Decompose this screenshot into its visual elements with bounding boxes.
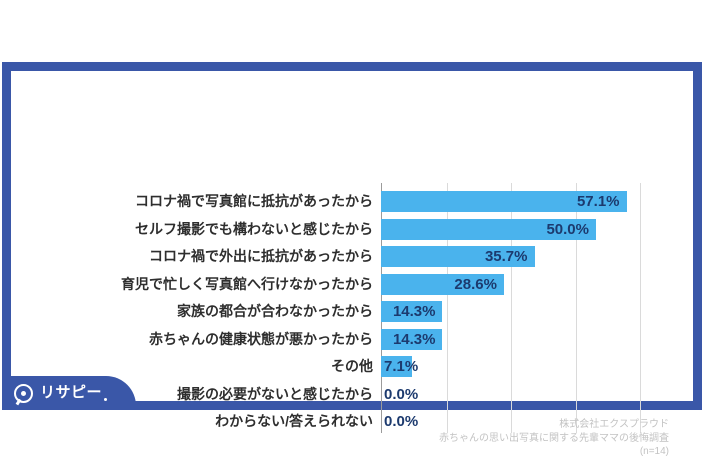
bar-zone: 57.1% xyxy=(381,188,700,216)
bar-zone: 0.0% xyxy=(381,408,700,436)
bar-zone: 35.7% xyxy=(381,243,700,271)
bar xyxy=(381,301,443,323)
value-label: 14.3% xyxy=(392,330,436,348)
risapi-speech-bubble-icon xyxy=(14,383,33,405)
source-survey-title: 赤ちゃんの思い出写真に関する先輩ママの後悔調査 xyxy=(439,432,669,444)
bar xyxy=(381,218,596,240)
chart-row: 撮影の必要がないと感じたから 0.0% xyxy=(22,381,700,409)
value-label: 7.1% xyxy=(384,358,419,375)
gridline xyxy=(640,183,641,433)
value-label: 28.6% xyxy=(454,275,497,293)
value-label: 35.7% xyxy=(484,248,528,265)
value-label: 14.3% xyxy=(392,303,436,320)
chart-row: コロナ禍で写真館に抵抗があったから 57.1% xyxy=(22,188,700,216)
chart-rows: コロナ禍で写真館に抵抗があったから 57.1% セルフ撮影でも構わないと感じたから 5… xyxy=(22,188,700,436)
chart-frame: コロナ禍で写真館に抵抗があったから 57.1% セルフ撮影でも構わないと感じたから 5… xyxy=(2,62,702,457)
bar-zone: 50.0% xyxy=(381,216,700,244)
bar xyxy=(381,356,412,378)
risapi-logo-text: リサピー xyxy=(40,384,103,401)
chart-row: コロナ禍で外出に抵抗があったから 35.7% xyxy=(22,243,700,271)
category-label: セルフ撮影でも構わないと感じたから xyxy=(135,220,373,237)
bar-zone: 14.3% xyxy=(381,298,700,326)
chart-row: セルフ撮影でも構わないと感じたから 50.0% xyxy=(22,216,700,244)
category-label: 撮影の必要がないと感じたから xyxy=(177,385,373,402)
chart-row: 赤ちゃんの健康状態が悪かったから 14.3% xyxy=(22,326,700,354)
bar-zone: 28.6% xyxy=(381,271,700,299)
category-label: 育児で忙しく写真館へ行けなかったから xyxy=(121,275,373,292)
source-note: 株式会社エクスプラウド 赤ちゃんの思い出写真に関する先輩ママの後悔調査 (n=1… xyxy=(439,418,669,459)
chart-row: 家族の都合が合わなかったから 14.3% xyxy=(22,298,700,326)
bar-zone: 7.1% xyxy=(381,353,700,381)
bar-zone: 14.3% xyxy=(381,326,700,354)
category-label: コロナ禍で外出に抵抗があったから xyxy=(149,248,373,264)
gridline xyxy=(575,183,577,433)
source-company: 株式会社エクスプラウド xyxy=(559,419,669,430)
logo-trademark-dot xyxy=(104,398,108,401)
value-label: 0.0% xyxy=(384,385,419,403)
gridline xyxy=(446,183,448,433)
category-label: 赤ちゃんの健康状態が悪かったから xyxy=(149,330,373,347)
value-label: 50.0% xyxy=(546,220,589,238)
gridline xyxy=(511,183,512,433)
value-label: 0.0% xyxy=(384,413,419,430)
category-label: コロナ禍で写真館に抵抗があったから xyxy=(135,193,373,209)
bar xyxy=(381,328,443,350)
category-label: その他 xyxy=(331,358,373,374)
bar xyxy=(381,273,504,295)
bar xyxy=(381,246,535,268)
bar xyxy=(381,191,627,213)
value-label: 57.1% xyxy=(576,193,620,210)
category-label: 家族の都合が合わなかったから xyxy=(177,303,373,319)
category-label: わからない/答えられない xyxy=(215,413,373,429)
risapi-logo: リサピー xyxy=(2,376,136,410)
bar-zone: 0.0% xyxy=(381,381,700,409)
chart-row: わからない/答えられない 0.0% xyxy=(22,408,700,436)
chart-row: 育児で忙しく写真館へ行けなかったから 28.6% xyxy=(22,271,700,299)
source-sample-size: (n=14) xyxy=(639,446,669,457)
chart-row: その他 7.1% xyxy=(22,353,700,381)
